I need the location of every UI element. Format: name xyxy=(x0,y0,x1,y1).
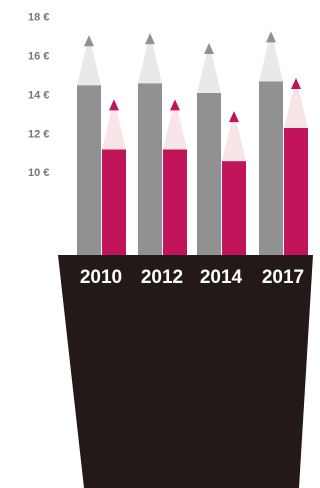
pencil-body xyxy=(259,81,283,255)
pencil-point xyxy=(204,43,214,54)
x-tick-label: 2017 xyxy=(262,267,304,288)
pencil-point xyxy=(145,33,155,44)
pencil-point xyxy=(291,78,301,89)
y-tick-label: 18 € xyxy=(28,12,49,24)
pencil-body xyxy=(163,149,187,255)
pencil xyxy=(197,43,221,255)
x-tick-label: 2012 xyxy=(141,267,183,288)
pencil-point xyxy=(266,31,276,42)
y-tick-label: 10 € xyxy=(28,167,49,179)
pencil-body xyxy=(222,161,246,255)
pencil xyxy=(259,31,283,255)
pencil xyxy=(163,99,187,255)
pencil xyxy=(138,33,162,255)
y-tick-label: 16 € xyxy=(28,51,49,63)
y-tick-label: 14 € xyxy=(28,89,49,101)
pencil xyxy=(77,35,101,255)
pencil xyxy=(102,99,126,255)
pencil-point xyxy=(109,99,119,110)
x-tick-label: 2014 xyxy=(200,267,243,288)
pencil-body xyxy=(102,149,126,255)
pencil-body xyxy=(138,83,162,255)
pencil-point xyxy=(170,99,180,110)
pencil-body xyxy=(197,93,221,255)
y-tick-label: 12 € xyxy=(28,128,49,140)
pencil xyxy=(222,111,246,255)
chart: 18 € 16 € 14 € 12 € 10 € 2010 2012 2014 2017 xyxy=(0,0,313,488)
pencil-point xyxy=(84,35,94,46)
pot xyxy=(58,255,313,488)
x-tick-label: 2010 xyxy=(80,267,122,288)
pencil-body xyxy=(284,128,308,255)
pencil xyxy=(284,78,308,255)
pencil-body xyxy=(77,85,101,255)
pencil-point xyxy=(229,111,239,122)
